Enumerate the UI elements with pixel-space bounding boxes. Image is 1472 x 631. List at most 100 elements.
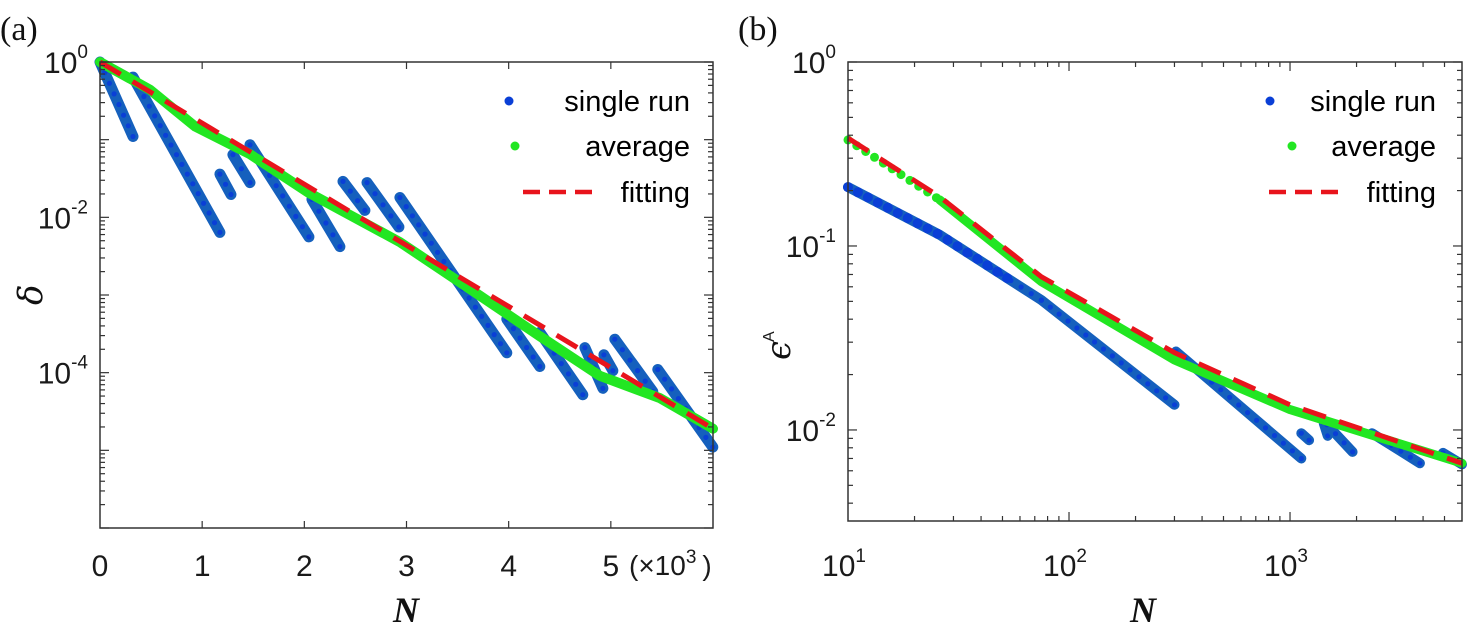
- single-run-point: [1236, 402, 1242, 408]
- single-run-point: [1002, 273, 1013, 284]
- single-run-point: [280, 193, 286, 199]
- single-run-point: [1262, 425, 1269, 431]
- single-run-point: [217, 171, 223, 177]
- fitting-line: [98, 59, 715, 431]
- single-run-point: [364, 180, 370, 186]
- legend-label: single run: [1310, 86, 1436, 118]
- single-run-point: [184, 171, 190, 177]
- single-run-point: [902, 213, 913, 224]
- single-run-point: [1056, 311, 1062, 317]
- single-run-point: [912, 218, 923, 229]
- legend-entry-single-run: single run: [504, 86, 690, 118]
- panel-b-data: [843, 135, 1467, 470]
- single-run-point: [323, 220, 329, 226]
- single-run-point: [619, 347, 626, 353]
- single-run-point: [1047, 304, 1053, 310]
- legend-entry-average: average: [510, 131, 690, 163]
- single-run-point: [121, 112, 127, 118]
- average-point: [870, 152, 879, 162]
- panel-a-label: (a): [0, 11, 38, 48]
- panel-a: (a) 0 1 2 3 4 5 100 10-2 10-4 (×103) N δ single…: [0, 11, 719, 630]
- single-run-point: [1254, 417, 1260, 423]
- panel-a-data: [94, 56, 719, 453]
- legend-marker: [1287, 141, 1297, 151]
- single-run-point: [372, 191, 378, 197]
- single-run-point: [179, 161, 185, 167]
- single-run-point: [942, 234, 953, 245]
- panel-a-x-multiplier: (×103): [629, 547, 712, 581]
- single-run-point: [952, 241, 963, 252]
- x-tick-label: 3: [398, 550, 415, 583]
- single-run-point: [601, 352, 607, 358]
- single-run-point: [852, 187, 863, 198]
- single-run-point: [479, 313, 485, 319]
- single-run-point: [306, 234, 312, 240]
- single-run-point: [872, 197, 883, 208]
- panel-b-label: (b): [738, 11, 778, 48]
- single-run-point: [1018, 284, 1024, 290]
- single-run-point: [1218, 387, 1224, 393]
- single-run-point: [116, 101, 122, 108]
- single-run-point: [152, 113, 158, 119]
- single-run-point: [340, 178, 346, 184]
- single-run-point: [195, 191, 201, 197]
- single-run-point: [1325, 433, 1331, 439]
- single-run-point: [1038, 297, 1044, 303]
- single-run-point: [612, 336, 618, 342]
- single-run-point: [337, 244, 343, 250]
- single-run-point: [669, 386, 675, 392]
- single-run-point: [517, 335, 523, 341]
- legend-label: single run: [564, 86, 690, 118]
- single-run-point: [1092, 339, 1098, 345]
- y-tick-label: 10-2: [786, 410, 836, 448]
- single-run-point: [1100, 346, 1107, 352]
- single-run-point: [111, 91, 117, 97]
- single-run-point: [530, 354, 536, 360]
- single-run-point: [932, 228, 943, 239]
- single-run-point: [347, 188, 353, 194]
- single-run-point: [388, 213, 394, 219]
- legend-marker: [510, 141, 520, 151]
- single-run-point: [1028, 291, 1034, 297]
- single-run-point: [173, 152, 180, 158]
- single-run-point: [627, 357, 633, 363]
- single-run-point: [409, 213, 415, 219]
- x-tick-label: 5: [602, 550, 619, 583]
- single-run-point: [600, 385, 606, 391]
- single-run-point: [106, 80, 112, 86]
- panel-b-ticks: [848, 61, 1462, 521]
- legend-marker: [504, 96, 514, 106]
- single-run-point: [537, 363, 543, 370]
- single-run-point: [1145, 381, 1151, 387]
- legend-marker: [1265, 96, 1275, 106]
- panel-a-ticks: [100, 61, 713, 529]
- panel-b-y-axis-label: ϵ A: [759, 331, 799, 360]
- single-run-point: [610, 368, 616, 374]
- single-run-point: [472, 304, 478, 310]
- legend-entry-fitting: fitting: [523, 177, 690, 209]
- single-run-point: [157, 123, 163, 129]
- single-run-point: [362, 207, 368, 213]
- single-run-point: [397, 194, 403, 201]
- single-run-point: [1245, 410, 1251, 416]
- single-run-segment: [337, 175, 371, 216]
- single-run-point: [882, 202, 893, 213]
- legend-label: fitting: [621, 177, 690, 209]
- single-run-point: [582, 345, 588, 351]
- single-run-point: [497, 341, 504, 347]
- y-tick-label: 10-2: [38, 197, 88, 235]
- single-run-point: [428, 240, 434, 246]
- single-run-point: [1341, 440, 1347, 446]
- panel-b-legend: single run average fitting: [1265, 86, 1436, 209]
- single-run-point: [355, 198, 361, 204]
- single-run-point: [580, 392, 586, 398]
- y-tick-label: 10-1: [786, 226, 836, 264]
- single-run-point: [238, 166, 244, 172]
- single-run-point: [1332, 431, 1339, 437]
- single-run-point: [247, 180, 253, 186]
- single-run-point: [217, 229, 223, 235]
- single-run-point: [130, 133, 136, 140]
- single-run-point: [491, 332, 497, 338]
- single-run-point: [655, 366, 661, 373]
- single-run-point: [422, 231, 428, 237]
